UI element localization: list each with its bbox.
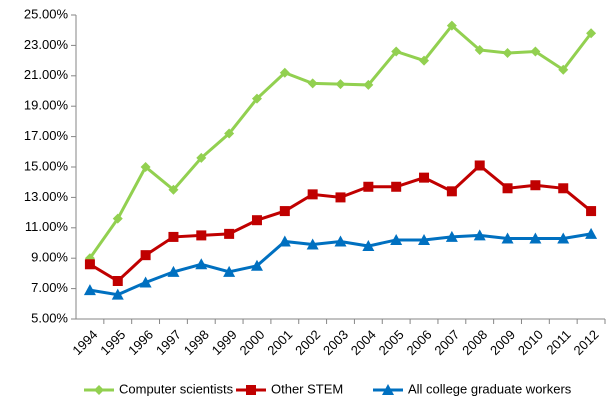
marker <box>251 215 262 226</box>
legend-label: All college graduate workers <box>408 381 572 396</box>
x-tick-label: 2004 <box>348 327 379 358</box>
y-tick-label: 23.00% <box>24 37 69 52</box>
marker <box>446 186 457 197</box>
marker <box>585 227 598 239</box>
marker <box>168 184 179 195</box>
marker <box>530 46 541 57</box>
y-tick-label: 9.00% <box>31 250 68 265</box>
marker <box>306 238 319 250</box>
marker <box>474 44 485 55</box>
marker <box>307 189 318 200</box>
x-tick-label: 2005 <box>376 327 407 358</box>
x-tick-label: 1995 <box>97 327 128 358</box>
x-tick-label: 2009 <box>487 327 518 358</box>
marker <box>140 162 151 172</box>
x-tick-label: 2002 <box>292 327 323 358</box>
marker <box>474 160 485 171</box>
marker <box>391 181 402 192</box>
y-tick-label: 17.00% <box>24 128 69 143</box>
marker <box>557 232 570 244</box>
marker <box>586 206 597 217</box>
x-tick-label: 1999 <box>209 327 240 358</box>
marker <box>446 20 457 31</box>
marker <box>363 181 374 192</box>
marker <box>196 230 207 241</box>
series-line <box>88 23 593 260</box>
marker <box>501 232 514 244</box>
marker <box>445 230 458 242</box>
marker <box>419 172 430 183</box>
marker <box>586 28 597 39</box>
y-tick-label: 13.00% <box>24 189 69 204</box>
marker <box>246 385 256 395</box>
y-tick-label: 21.00% <box>24 67 69 82</box>
marker <box>278 235 291 247</box>
marker <box>251 93 262 104</box>
marker <box>502 183 513 194</box>
x-tick-label: 1996 <box>125 327 156 358</box>
x-tick-label: 1998 <box>181 327 212 358</box>
marker <box>419 55 430 66</box>
marker <box>335 192 346 203</box>
marker <box>334 235 347 247</box>
marker <box>167 265 180 277</box>
marker <box>139 276 152 288</box>
marker <box>112 213 123 224</box>
x-tick-label: 2008 <box>459 327 490 358</box>
x-tick-label: 2011 <box>543 327 573 357</box>
x-tick-label: 2003 <box>320 327 351 358</box>
marker <box>558 64 569 75</box>
marker <box>195 258 208 270</box>
y-tick-label: 15.00% <box>24 158 69 173</box>
marker <box>418 233 431 245</box>
marker <box>279 67 290 78</box>
marker <box>112 276 123 286</box>
legend-label: Computer scientists <box>119 381 234 396</box>
marker <box>362 240 375 252</box>
x-tick-label: 2001 <box>264 327 295 358</box>
x-tick-label: 2006 <box>404 327 435 358</box>
marker <box>307 78 318 89</box>
marker <box>391 46 402 57</box>
marker <box>84 259 95 270</box>
y-tick-label: 11.00% <box>25 219 69 234</box>
marker <box>223 265 236 277</box>
marker <box>196 152 207 163</box>
x-tick-label: 1994 <box>69 327 100 358</box>
marker <box>382 384 394 395</box>
marker <box>224 128 235 139</box>
marker <box>502 48 513 58</box>
marker <box>530 180 541 191</box>
x-tick-label: 2000 <box>236 327 267 358</box>
x-tick-label: 1997 <box>153 327 184 358</box>
y-tick-label: 7.00% <box>31 280 68 295</box>
marker <box>279 206 290 217</box>
legend-label: Other STEM <box>271 381 343 396</box>
marker <box>94 385 104 395</box>
marker <box>168 231 179 242</box>
marker <box>250 259 263 271</box>
x-tick-label: 2010 <box>515 327 546 358</box>
marker <box>83 284 96 296</box>
marker <box>558 183 569 194</box>
marker <box>473 229 486 241</box>
y-tick-label: 5.00% <box>31 310 68 325</box>
marker <box>529 232 542 244</box>
x-tick-label: 2007 <box>431 327 462 358</box>
marker <box>363 79 374 90</box>
marker <box>140 250 151 261</box>
marker <box>111 288 124 300</box>
y-tick-label: 25.00% <box>24 6 69 21</box>
y-tick-label: 19.00% <box>24 98 69 113</box>
marker <box>224 228 235 239</box>
marker <box>335 79 346 90</box>
x-tick-label: 2012 <box>571 327 602 358</box>
marker <box>390 233 403 245</box>
